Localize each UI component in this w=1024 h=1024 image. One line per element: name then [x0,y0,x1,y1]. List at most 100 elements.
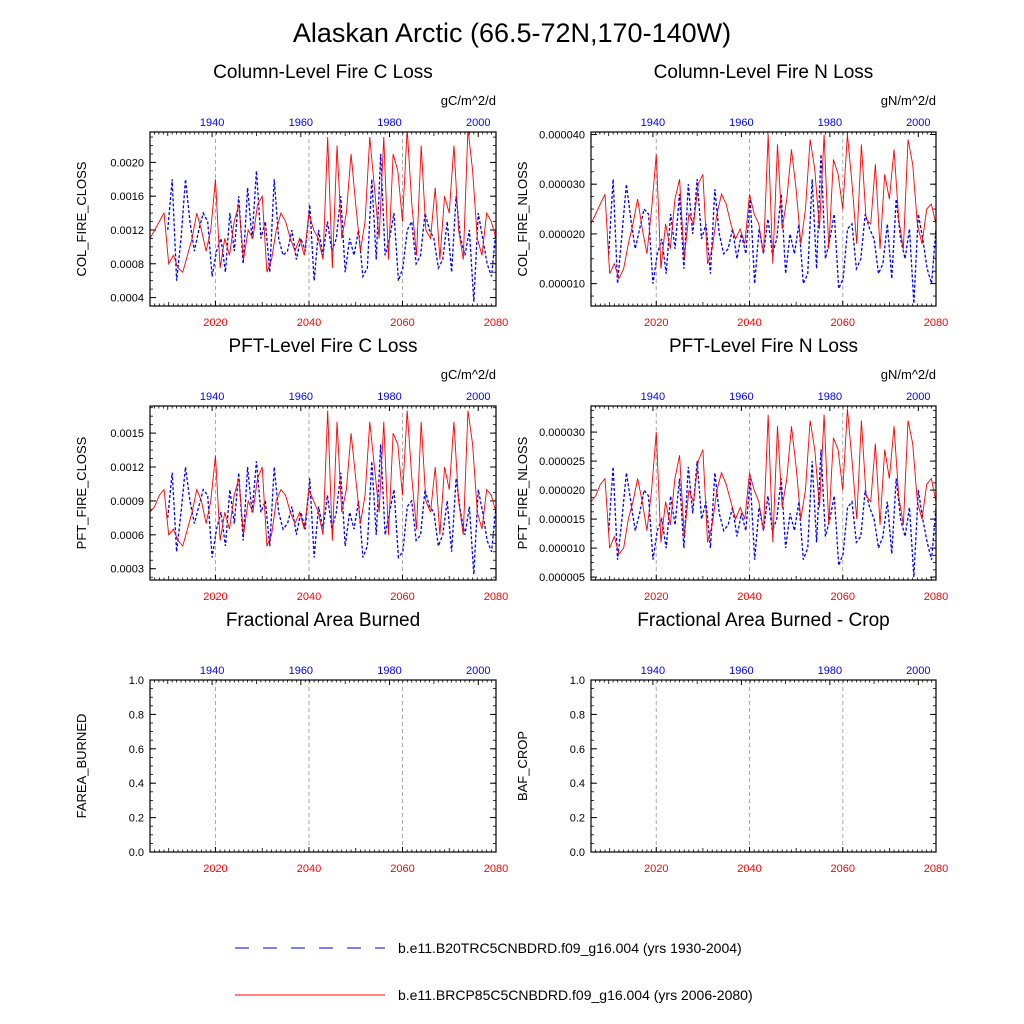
x-tick-label-bottom: 2060 [831,591,855,603]
y-tick-label: 0.000030 [539,427,585,439]
x-tick-label-top: 1980 [377,665,401,677]
x-tick-label-top: 1960 [729,665,753,677]
y-tick-label: 0.000010 [539,543,585,555]
y-tick-label: 0.0004 [110,293,144,305]
x-tick-label-bottom: 2020 [203,591,227,603]
x-tick-label-top: 2000 [466,117,490,129]
y-axis-label: PFT_FIRE_CLOSS [74,436,89,549]
page-title: Alaskan Arctic (66.5-72N,170-140W) [293,18,731,48]
x-tick-label-top: 1940 [200,665,224,677]
y-tick-label: 0.000040 [539,129,585,141]
chart-panel-0: Column-Level Fire C Loss gC/m^2/d COL_FIRE… [74,62,508,329]
y-tick-label: 0.4 [129,778,144,790]
chart-panel-5: Fractional Area Burned - Crop BAF_CROP 202… [515,610,948,875]
x-tick-label-bottom: 2020 [203,317,227,329]
x-tick-label-top: 2000 [466,391,490,403]
x-tick-label-bottom: 2040 [297,863,321,875]
series-line-historical [608,449,936,578]
legend-item-historical: b.e11.B20TRC5CNBDRD.f09_g16.004 (yrs 193… [235,940,742,956]
y-tick-label: 0.000015 [539,514,585,526]
x-tick-label-bottom: 2040 [737,591,761,603]
chart-title: Column-Level Fire N Loss [654,62,874,83]
x-tick-label-bottom: 2020 [644,591,668,603]
series-line-future [150,132,496,274]
x-tick-label-bottom: 2080 [484,863,508,875]
x-tick-label-top: 1980 [818,117,842,129]
x-tick-label-top: 1960 [289,391,313,403]
x-tick-label-bottom: 2020 [644,863,668,875]
y-tick-label: 0.2 [129,813,144,825]
y-axis-label: COL_FIRE_CLOSS [74,161,89,276]
y-axis-label: BAF_CROP [515,731,530,801]
y-tick-label: 0.0 [129,847,144,859]
x-tick-label-bottom: 2060 [390,863,414,875]
x-tick-label-top: 2000 [906,391,930,403]
x-tick-label-top: 2000 [906,665,930,677]
x-tick-label-top: 1940 [200,117,224,129]
y-tick-label: 0.0006 [110,530,144,542]
y-tick-label: 0.000020 [539,229,585,241]
x-tick-label-top: 1960 [289,665,313,677]
legend-item-future: b.e11.BRCP85C5CNBDRD.f09_g16.004 (yrs 20… [235,987,753,1003]
x-tick-label-top: 1940 [200,391,224,403]
chart-title: Column-Level Fire C Loss [213,62,433,83]
legend-label-future: b.e11.BRCP85C5CNBDRD.f09_g16.004 (yrs 20… [398,987,753,1003]
series-line-historical [608,154,936,304]
y-axis-label: PFT_FIRE_NLOSS [515,436,530,549]
y-tick-label: 0.000010 [539,279,585,291]
series-line-historical [167,153,496,302]
x-tick-label-bottom: 2080 [924,317,948,329]
plot-area [150,132,496,302]
chart-panels: Column-Level Fire C Loss gC/m^2/d COL_FIRE… [74,62,948,875]
x-tick-label-bottom: 2060 [831,863,855,875]
x-tick-label-top: 1940 [641,391,665,403]
chart-panel-2: PFT-Level Fire C Loss gC/m^2/d PFT_FIRE_CL… [74,336,508,603]
y-tick-label: 0.000025 [539,456,585,468]
x-tick-label-bottom: 2060 [831,317,855,329]
chart-title: Fractional Area Burned - Crop [637,610,889,631]
x-tick-label-top: 1940 [641,117,665,129]
x-tick-label-top: 2000 [466,665,490,677]
units-label: gN/m^2/d [881,367,936,382]
y-tick-label: 0.0016 [110,191,144,203]
x-tick-label-top: 1940 [641,665,665,677]
y-tick-label: 0.6 [129,744,144,756]
x-tick-label-bottom: 2060 [390,317,414,329]
y-axis-label: COL_FIRE_NLOSS [515,161,530,276]
x-tick-label-bottom: 2020 [644,317,668,329]
plot-frame [149,405,497,581]
x-tick-label-bottom: 2040 [297,317,321,329]
units-label: gN/m^2/d [881,93,936,108]
x-tick-label-bottom: 2080 [484,591,508,603]
y-tick-label: 0.4 [570,778,585,790]
plot-area [591,408,936,578]
x-tick-label-top: 1960 [289,117,313,129]
y-tick-label: 0.8 [129,709,144,721]
y-tick-label: 0.6 [570,744,585,756]
x-tick-label-bottom: 2040 [737,317,761,329]
plot-area [591,134,936,304]
y-tick-label: 0.000030 [539,179,585,191]
x-tick-label-bottom: 2080 [924,591,948,603]
y-tick-label: 0.000020 [539,485,585,497]
y-tick-label: 0.0008 [110,259,144,271]
x-tick-label-top: 2000 [906,117,930,129]
y-tick-label: 0.0020 [110,157,144,169]
y-tick-label: 0.0 [570,847,585,859]
x-tick-label-bottom: 2040 [737,863,761,875]
legend: b.e11.B20TRC5CNBDRD.f09_g16.004 (yrs 193… [235,940,753,1003]
chart-title: Fractional Area Burned [226,610,420,631]
plot-frame [590,131,937,307]
x-tick-label-top: 1980 [377,391,401,403]
units-label: gC/m^2/d [441,367,496,382]
series-line-future [591,408,936,555]
y-tick-label: 0.2 [570,813,585,825]
plot-frame [149,679,497,853]
x-tick-label-bottom: 2020 [203,863,227,875]
x-tick-label-bottom: 2080 [924,863,948,875]
y-tick-label: 1.0 [129,675,144,687]
chart-title: PFT-Level Fire N Loss [669,336,858,357]
y-tick-label: 0.000005 [539,572,585,584]
units-label: gC/m^2/d [441,93,496,108]
chart-title: PFT-Level Fire C Loss [229,336,418,357]
